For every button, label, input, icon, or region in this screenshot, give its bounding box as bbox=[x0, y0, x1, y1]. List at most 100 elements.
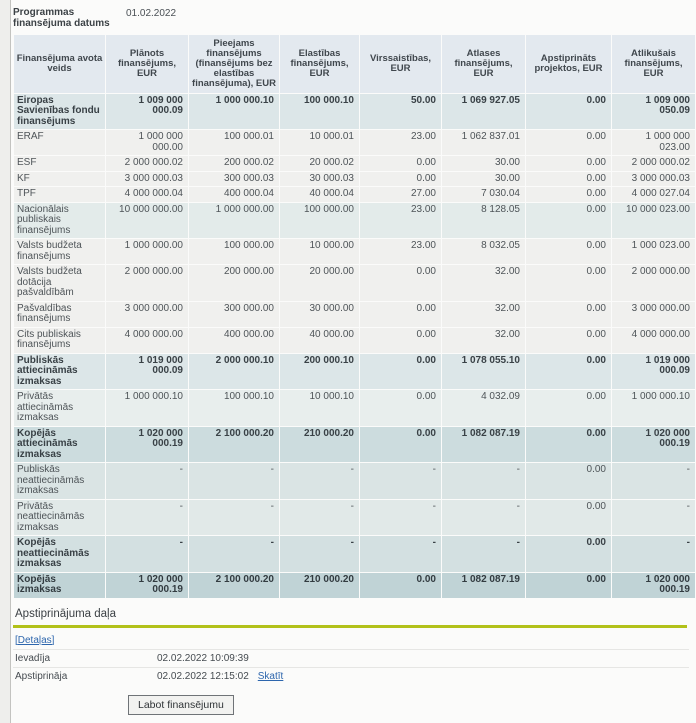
financing-table: Finansējuma avota veids Plānots finansēju… bbox=[13, 34, 696, 599]
value-cell: - bbox=[189, 499, 279, 536]
row-label: Valsts budžeta dotācija pašvaldībām bbox=[14, 265, 105, 301]
value-cell: 23.00 bbox=[360, 130, 441, 156]
value-cell: 200 000.02 bbox=[189, 156, 279, 171]
row-label: Eiropas Savienības fondu finansējums bbox=[14, 93, 105, 130]
value-cell: 0.00 bbox=[526, 572, 611, 598]
value-cell: 0.00 bbox=[360, 353, 441, 390]
value-cell: 10 000 023.00 bbox=[612, 202, 695, 239]
column-header: Pieejams finansējums (finansējums bez el… bbox=[189, 35, 279, 93]
entered-by-label: Ievadīja bbox=[15, 652, 51, 664]
value-cell: 4 032.09 bbox=[442, 390, 525, 426]
value-cell: 0.00 bbox=[526, 156, 611, 171]
value-cell: - bbox=[189, 463, 279, 499]
page-content: Programmas finansējuma datums 01.02.2022… bbox=[10, 0, 696, 723]
value-cell: - bbox=[106, 536, 188, 572]
edit-financing-button[interactable]: Labot finansējumu bbox=[128, 694, 234, 715]
value-cell: - bbox=[360, 499, 441, 536]
details-link[interactable]: [Detaļas] bbox=[15, 634, 55, 646]
program-date-field: Programmas finansējuma datums 01.02.2022 bbox=[13, 7, 696, 29]
value-cell: 200 000.00 bbox=[189, 265, 279, 301]
value-cell: 40 000.04 bbox=[280, 187, 359, 202]
value-cell: 0.00 bbox=[526, 353, 611, 390]
value-cell: 4 000 000.00 bbox=[106, 327, 188, 353]
table-row: Kopējās neattiecināmās izmaksas - - - - -0.00… bbox=[14, 536, 695, 572]
row-label: KF bbox=[14, 171, 105, 187]
value-cell: 10 000 000.00 bbox=[106, 202, 188, 239]
value-cell: 0.00 bbox=[526, 93, 611, 130]
row-label: Publiskās neattiecināmās izmaksas bbox=[14, 463, 105, 499]
column-header: Atlikušais finansējums, EUR bbox=[612, 35, 695, 93]
value-cell: 0.00 bbox=[526, 463, 611, 499]
value-cell: 1 009 000 050.09 bbox=[612, 93, 695, 130]
value-cell: 1 009 000 000.09 bbox=[106, 93, 188, 130]
value-cell: 100 000.00 bbox=[189, 239, 279, 265]
view-link[interactable]: Skatīt bbox=[257, 670, 284, 682]
value-cell: - bbox=[442, 463, 525, 499]
value-cell: 1 000 000 023.00 bbox=[612, 130, 695, 156]
value-cell: 0.00 bbox=[360, 156, 441, 171]
approved-by-value: 02.02.2022 12:15:02 bbox=[157, 670, 249, 682]
value-cell: 200 000.10 bbox=[280, 353, 359, 390]
value-cell: 0.00 bbox=[360, 171, 441, 187]
value-cell: 50.00 bbox=[360, 93, 441, 130]
value-cell: 1 019 000 000.09 bbox=[612, 353, 695, 390]
table-row: ERAF 1 000 000 000.00 100 000.01 10 000.01 2… bbox=[14, 130, 695, 156]
value-cell: 0.00 bbox=[360, 426, 441, 463]
value-cell: 1 082 087.19 bbox=[442, 572, 525, 598]
table-row: Kopējās izmaksas 1 020 000 000.19 2 100 00… bbox=[14, 572, 695, 598]
approval-section-title: Apstiprinājuma daļa bbox=[15, 607, 117, 620]
value-cell: 400 000.00 bbox=[189, 327, 279, 353]
value-cell: 100 000.10 bbox=[189, 390, 279, 426]
value-cell: 2 000 000.02 bbox=[106, 156, 188, 171]
value-cell: 30.00 bbox=[442, 156, 525, 171]
column-header: Virssaistības, EUR bbox=[360, 35, 441, 93]
value-cell: - bbox=[106, 463, 188, 499]
value-cell: 100 000.01 bbox=[189, 130, 279, 156]
value-cell: 1 020 000 000.19 bbox=[106, 572, 188, 598]
value-cell: 3 000 000.00 bbox=[612, 301, 695, 327]
entered-by-row: Ievadīja 02.02.2022 10:09:39 bbox=[13, 648, 689, 667]
value-cell: - bbox=[612, 536, 695, 572]
row-label: Nacionālais publiskais finansējums bbox=[14, 202, 105, 239]
value-cell: 2 000 000.10 bbox=[189, 353, 279, 390]
value-cell: 0.00 bbox=[360, 301, 441, 327]
value-cell: 7 030.04 bbox=[442, 187, 525, 202]
row-label: Kopējās neattiecināmās izmaksas bbox=[14, 536, 105, 572]
value-cell: 100 000.00 bbox=[280, 202, 359, 239]
value-cell: 0.00 bbox=[526, 426, 611, 463]
column-header: Plānots finansējums, EUR bbox=[106, 35, 188, 93]
value-cell: - bbox=[106, 499, 188, 536]
value-cell: - bbox=[442, 499, 525, 536]
value-cell: 32.00 bbox=[442, 327, 525, 353]
value-cell: 1 078 055.10 bbox=[442, 353, 525, 390]
table-row: Nacionālais publiskais finansējums 10 000… bbox=[14, 202, 695, 239]
value-cell: 30 000.00 bbox=[280, 301, 359, 327]
value-cell: 20 000.02 bbox=[280, 156, 359, 171]
table-row: Kopējās attiecināmās izmaksas 1 020 000 0… bbox=[14, 426, 695, 463]
value-cell: - bbox=[280, 463, 359, 499]
value-cell: 100 000.10 bbox=[280, 93, 359, 130]
value-cell: 0.00 bbox=[526, 171, 611, 187]
value-cell: 1 000 000 000.00 bbox=[106, 130, 188, 156]
column-header: Finansējuma avota veids bbox=[14, 35, 105, 93]
value-cell: 0.00 bbox=[360, 572, 441, 598]
value-cell: 23.00 bbox=[360, 239, 441, 265]
value-cell: 400 000.04 bbox=[189, 187, 279, 202]
value-cell: 0.00 bbox=[526, 239, 611, 265]
value-cell: 1 020 000 000.19 bbox=[612, 426, 695, 463]
financing-table-header: Finansējuma avota veids Plānots finansēju… bbox=[14, 35, 695, 93]
value-cell: 4 000 000.04 bbox=[106, 187, 188, 202]
value-cell: 1 019 000 000.09 bbox=[106, 353, 188, 390]
row-label: Kopējās izmaksas bbox=[14, 572, 105, 598]
value-cell: 3 000 000.03 bbox=[106, 171, 188, 187]
table-row: ESF 2 000 000.02 200 000.02 20 000.02 0.00 30… bbox=[14, 156, 695, 171]
value-cell: - bbox=[612, 499, 695, 536]
value-cell: 0.00 bbox=[526, 130, 611, 156]
program-date-value: 01.02.2022 bbox=[126, 8, 177, 19]
value-cell: 30.00 bbox=[442, 171, 525, 187]
value-cell: 1 000 000.10 bbox=[106, 390, 188, 426]
value-cell: 0.00 bbox=[526, 327, 611, 353]
value-cell: 8 032.05 bbox=[442, 239, 525, 265]
table-row: Publiskās neattiecināmās izmaksas - - - - -0.… bbox=[14, 463, 695, 499]
row-label: Privātās attiecināmās izmaksas bbox=[14, 390, 105, 426]
